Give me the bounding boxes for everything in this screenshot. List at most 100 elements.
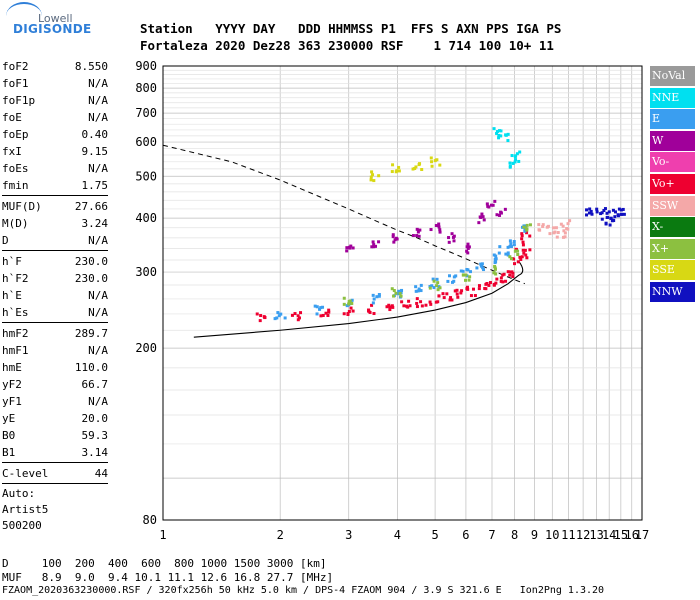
echo-point: [297, 316, 301, 320]
echo-point: [436, 288, 440, 292]
echo-point: [495, 277, 499, 281]
echo-point: [497, 251, 501, 255]
echo-point: [417, 234, 421, 238]
echo-point: [435, 158, 439, 162]
echo-point: [506, 245, 510, 249]
echo-point: [372, 179, 376, 183]
echo-point: [482, 218, 486, 222]
echo-point: [485, 202, 489, 206]
echo-point: [371, 293, 375, 297]
echo-point: [545, 225, 549, 229]
echo-point: [522, 225, 526, 229]
echo-point: [411, 167, 415, 171]
echo-point: [347, 302, 351, 306]
echo-point: [390, 170, 394, 174]
param-value: N/A: [88, 234, 108, 247]
echo-point: [519, 257, 523, 261]
echo-point: [504, 252, 508, 256]
echo-point: [492, 282, 496, 286]
echo-point: [370, 170, 374, 174]
echo-point: [455, 292, 459, 296]
echo-point: [492, 127, 496, 131]
echo-point: [492, 253, 496, 257]
echo-point: [447, 236, 451, 240]
echo-point: [603, 207, 607, 211]
x-tick-label: 13: [589, 528, 603, 542]
param-row: h`Es N/A: [2, 304, 108, 321]
echo-point: [521, 248, 525, 252]
legend-item: Vo+: [650, 173, 695, 194]
autoscaling-note: 500200: [2, 519, 42, 532]
legend-item: NoVal: [650, 66, 695, 86]
echo-point: [262, 315, 266, 319]
echo-point: [429, 156, 433, 160]
echo-point: [447, 240, 451, 244]
param-name: B0: [2, 429, 16, 442]
param-row: foEp 0.40: [2, 126, 108, 143]
echo-point: [324, 311, 328, 315]
legend-item: NNW: [650, 281, 695, 302]
echo-point: [497, 136, 501, 140]
echo-point: [511, 275, 515, 279]
echo-point: [372, 297, 376, 301]
echo-point: [499, 129, 503, 133]
param-row: fmin 1.75: [2, 177, 108, 194]
param-name: D: [2, 234, 9, 247]
echo-point: [553, 230, 557, 234]
echo-point: [494, 260, 498, 264]
echo-point: [525, 223, 529, 227]
echo-point: [494, 281, 498, 285]
param-name: fxI: [2, 145, 22, 158]
legend-item: X-: [650, 217, 695, 238]
param-value: 0.40: [81, 128, 109, 141]
echo-point: [509, 257, 513, 261]
echo-point: [374, 244, 378, 248]
echo-point: [528, 234, 532, 238]
echo-point: [524, 224, 528, 228]
echo-point: [514, 249, 518, 253]
logo-company: Lowell: [38, 12, 73, 25]
echo-point: [514, 158, 518, 162]
param-name: hmF2: [2, 327, 29, 340]
x-tick-label: 9: [531, 528, 538, 542]
echo-point: [390, 304, 394, 308]
muf-curve: [162, 144, 525, 285]
echo-point: [622, 212, 626, 216]
echo-point: [296, 314, 300, 318]
echo-point: [321, 305, 325, 309]
echo-point: [520, 237, 524, 241]
echo-point: [509, 270, 513, 274]
echo-point: [464, 278, 468, 282]
echo-point: [350, 301, 354, 305]
echo-point: [561, 235, 565, 239]
echo-point: [408, 304, 412, 308]
echo-point: [446, 279, 450, 283]
polarization-legend: NoVal NNE E W Vo- Vo+ SSW X- X+ SSE NNW: [650, 66, 695, 304]
param-row: foF1p N/A: [2, 92, 108, 109]
echo-point: [478, 215, 482, 219]
echo-point: [392, 294, 396, 298]
echo-point: [299, 311, 303, 315]
echo-point: [342, 312, 346, 316]
param-row: yF1 N/A: [2, 393, 108, 410]
echo-point: [345, 249, 349, 253]
param-value: N/A: [88, 395, 108, 408]
legend-item: SSE: [650, 260, 695, 281]
echo-point: [521, 240, 525, 244]
echo-point: [347, 299, 351, 303]
echo-point: [417, 287, 421, 291]
echo-point: [345, 304, 349, 308]
x-tick-label: 15: [614, 528, 628, 542]
echo-point: [349, 306, 353, 310]
echo-point: [415, 234, 419, 238]
echo-point: [347, 310, 351, 314]
echo-point: [318, 307, 322, 311]
echo-point: [371, 240, 375, 244]
param-value: 66.7: [81, 378, 109, 391]
param-value: 8.550: [74, 60, 108, 73]
echo-point: [390, 287, 394, 291]
echo-point: [510, 154, 514, 158]
echo-point: [468, 275, 472, 279]
echo-point: [419, 289, 423, 293]
echo-point: [377, 293, 381, 297]
